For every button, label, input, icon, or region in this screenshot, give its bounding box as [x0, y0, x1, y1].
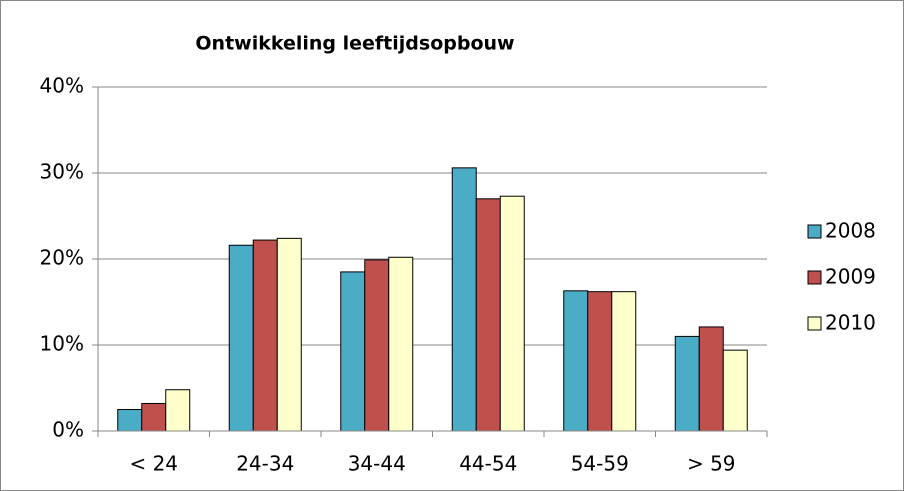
x-tick-label: 24-34 — [236, 452, 294, 476]
legend-label: 2010 — [825, 311, 876, 335]
bar — [475, 198, 501, 432]
bar — [276, 237, 302, 432]
bar — [499, 195, 525, 432]
y-tick-label: 10% — [40, 332, 84, 356]
bar — [698, 326, 724, 432]
bar — [165, 389, 191, 432]
x-tick-label: 44-54 — [459, 452, 517, 476]
x-tick-label: > 59 — [687, 452, 736, 476]
bar — [252, 239, 278, 432]
bar — [451, 167, 477, 432]
x-tick-label: 54-59 — [571, 452, 629, 476]
x-tick-label: < 24 — [129, 452, 178, 476]
bar — [364, 259, 390, 432]
bar — [722, 349, 748, 432]
y-tick-label: 20% — [40, 246, 84, 270]
y-tick-label: 40% — [40, 74, 84, 98]
bar — [340, 271, 366, 432]
chart-title: Ontwikkeling leeftijdsopbouw — [195, 33, 514, 55]
bar — [674, 335, 700, 432]
y-tick-label: 30% — [40, 160, 84, 184]
bar — [388, 256, 414, 432]
bar — [117, 409, 143, 432]
legend-swatch — [807, 270, 822, 285]
bar — [228, 244, 254, 432]
legend-swatch — [807, 316, 822, 331]
bar — [563, 290, 589, 432]
bar — [141, 402, 167, 432]
bar — [587, 291, 613, 432]
x-tick-label: 34-44 — [348, 452, 406, 476]
legend-swatch — [807, 224, 822, 239]
bar — [611, 291, 637, 432]
y-tick-label: 0% — [52, 418, 84, 442]
legend-label: 2008 — [825, 219, 876, 243]
legend-label: 2009 — [825, 265, 876, 289]
